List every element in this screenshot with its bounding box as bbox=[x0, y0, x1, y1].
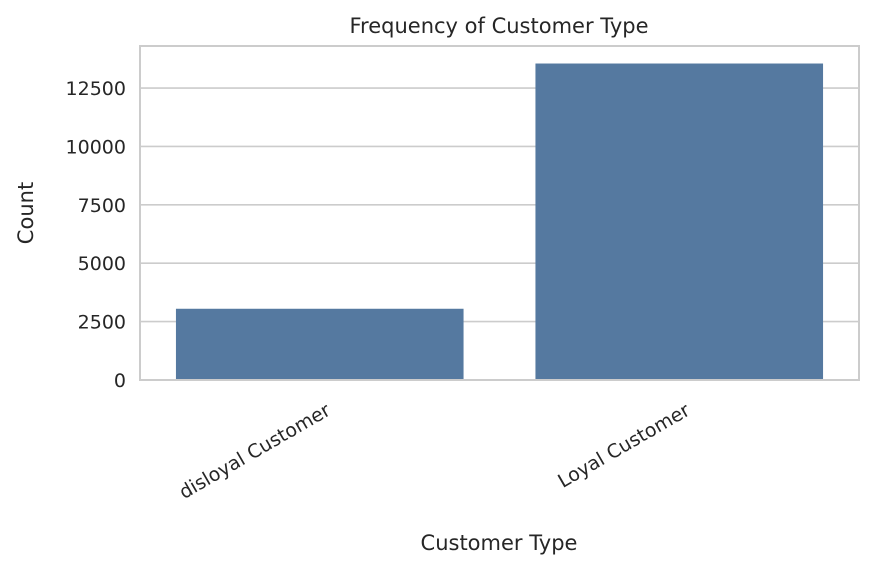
y-tick-label: 10000 bbox=[66, 136, 126, 158]
bars bbox=[175, 63, 824, 380]
bar-loyal-customer bbox=[535, 63, 824, 380]
bar-disloyal-customer bbox=[175, 308, 464, 380]
x-axis-label: Customer Type bbox=[421, 531, 578, 555]
y-axis-label: Count bbox=[14, 182, 38, 244]
y-tick-label: 0 bbox=[114, 370, 126, 392]
y-tick-label: 12500 bbox=[66, 78, 126, 100]
y-tick-labels: 0 2500 5000 7500 10000 12500 bbox=[66, 78, 126, 392]
chart-title: Frequency of Customer Type bbox=[350, 14, 649, 38]
y-tick-label: 5000 bbox=[78, 253, 126, 275]
y-tick-label: 7500 bbox=[78, 195, 126, 217]
y-tick-label: 2500 bbox=[78, 312, 126, 334]
x-tick-label: Loyal Customer bbox=[554, 399, 694, 492]
plot-frame bbox=[139, 45, 860, 381]
x-tick-label: disloyal Customer bbox=[175, 399, 334, 503]
x-tick-labels: disloyal Customer Loyal Customer bbox=[175, 399, 693, 503]
